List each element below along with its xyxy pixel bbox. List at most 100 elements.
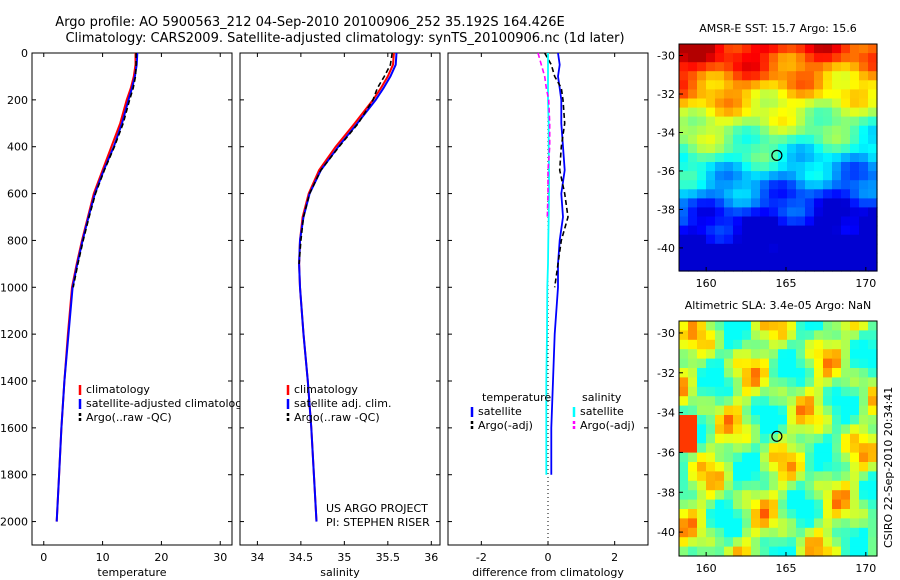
heatmap-cell xyxy=(760,462,770,472)
heatmap-cell xyxy=(697,53,707,63)
heatmap-cell xyxy=(706,89,716,100)
heatmap-cell xyxy=(769,116,779,127)
heatmap-cell xyxy=(787,143,797,154)
heatmap-cell xyxy=(760,107,770,118)
heatmap-cell xyxy=(733,480,743,491)
heatmap-cell xyxy=(733,339,743,350)
heatmap-cell xyxy=(814,143,824,154)
heatmap-cell xyxy=(742,509,752,519)
heatmap-cell xyxy=(733,330,743,341)
heatmap-cell xyxy=(688,171,698,181)
heatmap-cell xyxy=(868,180,878,190)
heatmap-cell xyxy=(769,349,779,360)
heatmap-cell xyxy=(814,116,824,127)
heatmap-cell xyxy=(697,443,707,454)
heatmap-cell xyxy=(850,358,860,369)
heatmap-cell xyxy=(679,527,689,538)
heatmap-cell xyxy=(859,134,869,145)
x-tick-label: 0 xyxy=(40,551,47,564)
heatmap-cell xyxy=(850,339,860,350)
heatmap-cell xyxy=(868,386,878,397)
heatmap-cell xyxy=(760,98,770,109)
heatmap-cell xyxy=(769,386,779,397)
heatmap-cell xyxy=(742,396,752,407)
heatmap-cell xyxy=(769,225,779,236)
heatmap-cell xyxy=(679,207,689,218)
heatmap-cell xyxy=(724,368,734,378)
heatmap-cell xyxy=(742,339,752,350)
heatmap-cell xyxy=(859,89,869,100)
heatmap-cell xyxy=(850,53,860,63)
heatmap-cell xyxy=(715,339,725,350)
heatmap-cell xyxy=(760,443,770,454)
heatmap-cell xyxy=(841,198,851,209)
heatmap-cell xyxy=(760,433,770,444)
heatmap-cell xyxy=(787,396,797,407)
heatmap-cell xyxy=(814,321,824,331)
heatmap-cell xyxy=(859,171,869,181)
heatmap-cell xyxy=(850,107,860,118)
heatmap-cell xyxy=(751,490,761,501)
heatmap-cell xyxy=(751,518,761,529)
heatmap-cell xyxy=(733,386,743,397)
heatmap-cell xyxy=(850,89,860,100)
heatmap-cell xyxy=(841,321,851,331)
heatmap-cell xyxy=(823,546,833,557)
heatmap-cell xyxy=(841,116,851,127)
heatmap-cell xyxy=(697,234,707,245)
heatmap-cell xyxy=(724,527,734,538)
heatmap-cell xyxy=(679,452,689,463)
heatmap-cell xyxy=(868,44,878,54)
heatmap-cell xyxy=(688,198,698,209)
heatmap-cell xyxy=(841,546,851,557)
heatmap-cell xyxy=(778,162,788,172)
map-frame xyxy=(678,43,878,272)
heatmap-cell xyxy=(751,180,761,190)
heatmap-cell xyxy=(832,537,842,548)
heatmap-cell xyxy=(823,44,833,54)
heatmap-cell xyxy=(760,396,770,407)
heatmap-cell xyxy=(832,546,842,557)
heatmap-cell xyxy=(733,349,743,360)
argo-position-marker xyxy=(771,149,783,161)
difference-panel: -2 0 2 difference from climatology temperatu… xyxy=(447,52,649,579)
heatmap-cell xyxy=(805,153,815,163)
heatmap-cell xyxy=(724,433,734,444)
heatmap-cell xyxy=(688,396,698,407)
heatmap-cell xyxy=(688,424,698,435)
heatmap-cell xyxy=(769,107,779,118)
heatmap-cell xyxy=(805,216,815,227)
heatmap-cell xyxy=(733,527,743,538)
heatmap-cell xyxy=(706,125,716,136)
heatmap-cell xyxy=(733,452,743,463)
heatmap-cell xyxy=(733,98,743,109)
heatmap-cell xyxy=(778,443,788,454)
heatmap-cell xyxy=(751,386,761,397)
heatmap-cell xyxy=(679,396,689,407)
y-tick-label: -36 xyxy=(657,165,675,178)
heatmap-cell xyxy=(697,330,707,341)
heatmap-cell xyxy=(823,339,833,350)
heatmap-cell xyxy=(805,368,815,378)
heatmap-cell xyxy=(724,89,734,100)
heatmap-cell xyxy=(859,537,869,548)
heatmap-cell xyxy=(688,225,698,236)
heatmap-cell xyxy=(805,537,815,548)
heatmap-cell xyxy=(733,243,743,254)
heatmap-cell xyxy=(823,89,833,100)
heatmap-cell xyxy=(715,153,725,163)
heatmap-cell xyxy=(724,358,734,369)
x-tick-label: 35.5 xyxy=(376,551,401,564)
heatmap-cell xyxy=(688,480,698,491)
heatmap-cell xyxy=(832,499,842,510)
heatmap-cell xyxy=(814,480,824,491)
heatmap-cell xyxy=(796,171,806,181)
heatmap-cell xyxy=(688,71,698,81)
legend-label: Argo(..raw -QC) xyxy=(86,411,172,424)
heatmap-cell xyxy=(751,216,761,227)
heatmap-cell xyxy=(742,180,752,190)
x-tick-label: 30 xyxy=(213,551,227,564)
heatmap-cell xyxy=(733,180,743,190)
heatmap-cell xyxy=(814,424,824,435)
